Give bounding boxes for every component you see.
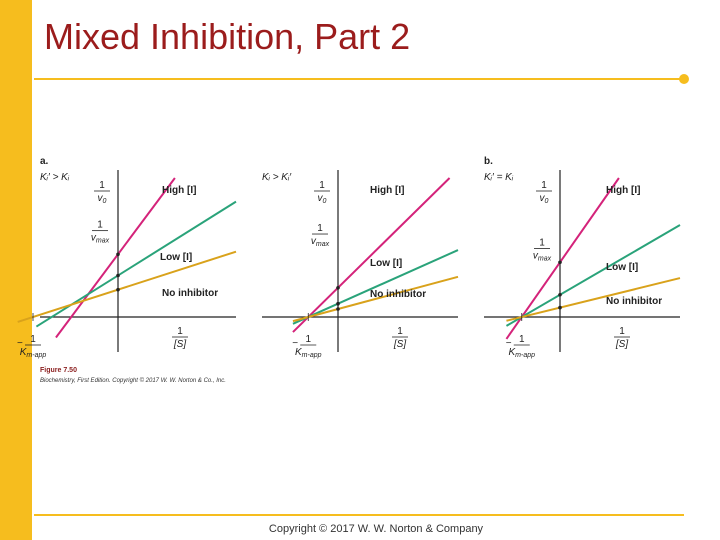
x-intercept-label: 1 Km-app: [20, 334, 47, 359]
accent-bar: [0, 0, 32, 540]
y-axis-label-numerator: 1: [99, 180, 105, 191]
series-line-high-inhibitor: [505, 177, 620, 340]
y-intercept-point: [558, 260, 562, 265]
x-axis-label-numerator: 1: [397, 326, 403, 337]
series-label-high-inhibitor: High [I]: [162, 185, 196, 196]
y-axis-label-denominator: v0: [98, 193, 107, 205]
series-line-no-inhibitor: [292, 275, 459, 323]
x-intercept-label-denominator: Km-app: [508, 347, 535, 359]
x-intercept-label: 1 Km-app: [295, 334, 322, 359]
condition-label: Kᵢ′ > Kᵢ: [40, 172, 70, 183]
series-label-low-inhibitor: Low [I]: [370, 258, 402, 269]
y-intercept-point: [116, 273, 120, 278]
copyright-footer: Copyright © 2017 W. W. Norton & Company: [268, 523, 484, 535]
series-line-low-inhibitor: [505, 224, 681, 327]
x-axis-label-denominator: [S]: [393, 339, 406, 350]
y-intercept-point: [558, 292, 562, 297]
series-line-low-inhibitor: [35, 200, 237, 328]
series-line-no-inhibitor: [506, 277, 681, 322]
x-axis-label: 1 [S]: [172, 326, 188, 350]
x-axis-label-denominator: [S]: [173, 339, 186, 350]
series-label-no-inhibitor: No inhibitor: [162, 288, 218, 299]
series-line-high-inhibitor: [55, 177, 176, 339]
x-intercept-minus: −: [292, 338, 298, 349]
y-intercept-label-numerator: 1: [317, 223, 323, 234]
figure-credit: Biochemistry, First Edition. Copyright ©…: [40, 377, 226, 384]
y-intercept-label: 1 vmax: [311, 223, 330, 248]
series-label-low-inhibitor: Low [I]: [160, 252, 192, 263]
slide-title: Mixed Inhibition, Part 2: [44, 16, 411, 57]
y-intercept-point: [336, 285, 340, 290]
x-intercept-label-numerator: 1: [519, 334, 525, 345]
y-axis-label-numerator: 1: [319, 180, 325, 191]
x-axis-label: 1 [S]: [614, 326, 630, 350]
y-intercept-point: [336, 301, 340, 306]
y-axis-label: 1v0: [314, 180, 330, 205]
condition-label: Kᵢ > Kᵢ′: [262, 172, 292, 183]
series-label-no-inhibitor: No inhibitor: [606, 296, 662, 307]
y-intercept-point: [336, 307, 340, 311]
x-intercept-label-numerator: 1: [30, 334, 36, 345]
x-axis-label-numerator: 1: [177, 326, 183, 337]
y-intercept-label-numerator: 1: [539, 238, 545, 249]
footer-divider: [34, 514, 684, 516]
x-intercept-label: 1 Km-app: [508, 334, 535, 359]
x-intercept-minus: −: [506, 338, 512, 349]
x-axis-label-denominator: [S]: [615, 339, 628, 350]
x-axis-label-numerator: 1: [619, 326, 625, 337]
y-axis-label-denominator: v0: [318, 193, 327, 205]
x-intercept-minus: −: [17, 338, 23, 349]
series-label-high-inhibitor: High [I]: [606, 185, 640, 196]
y-intercept-label-denominator: vmax: [91, 233, 110, 245]
series-line-high-inhibitor: [292, 177, 451, 333]
y-intercept-label: 1 vmax: [533, 238, 552, 263]
divider-dot: [679, 74, 689, 84]
figure-caption: Figure 7.50 Biochemistry, First Edition. …: [40, 367, 226, 384]
y-intercept-label: 1 vmax: [91, 220, 110, 245]
x-intercept-label-denominator: Km-app: [20, 347, 47, 359]
y-axis-label: 1v0: [94, 180, 110, 205]
condition-label: Kᵢ′ = Kᵢ: [484, 172, 514, 183]
y-intercept-label-numerator: 1: [97, 220, 103, 231]
series-label-high-inhibitor: High [I]: [370, 185, 404, 196]
y-axis-label: 1v0: [536, 180, 552, 205]
y-intercept-point: [116, 287, 120, 292]
y-intercept-label-denominator: vmax: [311, 236, 330, 248]
y-intercept-label-denominator: vmax: [533, 251, 552, 263]
series-line-low-inhibitor: [292, 249, 459, 325]
series-label-no-inhibitor: No inhibitor: [370, 289, 426, 300]
x-intercept-label-denominator: Km-app: [295, 347, 322, 359]
y-intercept-point: [558, 305, 562, 310]
y-axis-label-numerator: 1: [541, 180, 547, 191]
panel-label: a.: [40, 156, 49, 167]
y-axis-label-denominator: v0: [540, 193, 549, 205]
title-divider: [34, 78, 684, 80]
series-label-low-inhibitor: Low [I]: [606, 262, 638, 273]
x-intercept-label-numerator: 1: [305, 334, 311, 345]
figure-number: Figure 7.50: [40, 367, 77, 374]
y-intercept-point: [116, 252, 120, 257]
x-axis-label: 1 [S]: [392, 326, 408, 350]
series-line-no-inhibitor: [17, 250, 237, 323]
panel-label: b.: [484, 156, 493, 167]
